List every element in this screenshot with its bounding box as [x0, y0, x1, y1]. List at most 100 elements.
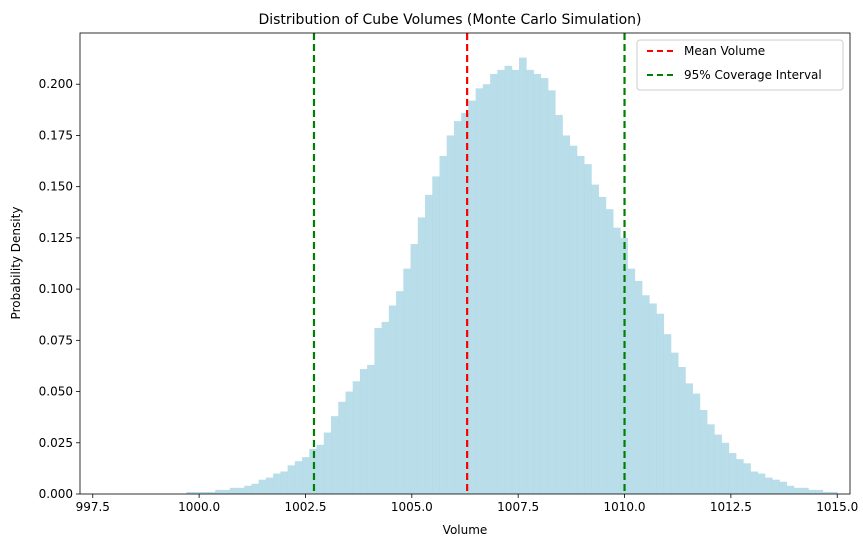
histogram-bar [497, 69, 505, 494]
histogram-bar [215, 489, 223, 494]
histogram-bar [490, 73, 498, 494]
histogram-bar [678, 366, 686, 494]
histogram-bar [302, 457, 310, 494]
histogram-bar [323, 432, 332, 494]
histogram-bar [815, 489, 824, 494]
histogram-bar [764, 477, 773, 494]
y-tick-label: 0.000 [39, 487, 73, 501]
histogram-bar [446, 135, 455, 494]
histogram-bar [475, 88, 484, 494]
histogram-bar [786, 485, 795, 494]
histogram-bar [634, 280, 643, 494]
histogram-bar [200, 491, 209, 494]
histogram-bar [504, 65, 513, 494]
histogram-bar [352, 381, 361, 494]
histogram-bar [482, 84, 491, 494]
histogram-bar [576, 155, 585, 494]
histogram-bar [721, 442, 730, 494]
histogram-bar [511, 69, 520, 494]
x-tick-label: 1005.0 [391, 500, 433, 514]
histogram-bar [229, 487, 238, 494]
histogram-bar [519, 57, 527, 495]
y-tick-label: 0.100 [39, 282, 73, 296]
histogram-bar [222, 489, 231, 494]
histogram-bar [403, 268, 411, 494]
histogram-bar [656, 313, 665, 494]
histogram-bar [280, 471, 288, 494]
histogram-bar [757, 473, 766, 494]
histogram-bar [598, 196, 607, 494]
histogram-bar [779, 481, 788, 494]
histogram-bar [735, 459, 744, 494]
histogram-bar [526, 69, 534, 494]
histogram-bar [432, 176, 440, 495]
histogram-bar [692, 393, 701, 494]
histogram-bar [728, 453, 737, 494]
histogram-bar [793, 487, 802, 494]
histogram-bar [374, 328, 383, 494]
x-tick-label: 1015.0 [816, 500, 858, 514]
x-tick-label: 1000.0 [178, 500, 220, 514]
x-axis-label: Volume [443, 523, 488, 537]
histogram-bar [830, 491, 838, 494]
histogram-bars [186, 57, 838, 495]
histogram-bar [555, 114, 563, 495]
histogram-bar [641, 295, 650, 494]
y-tick-label: 0.050 [39, 385, 73, 399]
histogram-bar [808, 489, 816, 494]
histogram-bar [273, 473, 281, 494]
histogram-bar [330, 416, 339, 494]
plot-frame [79, 32, 851, 495]
legend-coverage-label: 95% Coverage Interval [684, 68, 822, 82]
y-tick-label: 0.075 [39, 333, 73, 347]
histogram-bar [388, 305, 397, 494]
legend-mean-label: Mean Volume [684, 44, 765, 58]
histogram-bar [258, 479, 267, 494]
histogram-bar [584, 164, 592, 494]
histogram-bar [822, 491, 831, 494]
histogram-bar [410, 244, 419, 494]
histogram-bar [591, 184, 599, 494]
histogram-bar [801, 487, 809, 494]
histogram-bar [461, 112, 469, 494]
x-axis-ticks: 997.5 1000.0 1002.5 1005.0 1007.5 1010.0 1012.… [76, 494, 858, 514]
histogram-bar [453, 121, 462, 494]
histogram-bar [208, 491, 216, 494]
histogram-bar [707, 424, 715, 494]
histogram-bar [265, 477, 274, 494]
histogram-bar [649, 303, 657, 494]
x-tick-label: 1010.0 [604, 500, 646, 514]
histogram-bar [294, 461, 303, 494]
x-tick-label: 1012.5 [710, 500, 752, 514]
histogram-bar [540, 78, 549, 494]
histogram-bar [309, 448, 317, 494]
histogram-bar [714, 434, 722, 494]
y-axis-ticks: 0.000 0.025 0.050 0.075 0.100 0.125 0.150 0.175… [39, 77, 80, 501]
histogram-bar [417, 217, 426, 494]
legend-box [636, 39, 844, 91]
histogram-bar [236, 487, 245, 494]
x-tick-label: 997.5 [76, 500, 110, 514]
histogram-bar [345, 391, 354, 494]
chart-title: Distribution of Cube Volumes (Monte Carl… [258, 12, 641, 28]
histogram-bar [670, 352, 679, 494]
histogram-bar [533, 73, 542, 494]
histogram-bar [750, 471, 759, 494]
histogram-bar [359, 369, 368, 494]
histogram-bar [244, 485, 252, 494]
y-tick-label: 0.175 [39, 128, 73, 142]
y-tick-label: 0.125 [39, 231, 73, 245]
histogram-bar [743, 463, 751, 494]
histogram-bar [605, 209, 614, 494]
histogram-bar [381, 321, 390, 494]
histogram-bar [316, 444, 325, 494]
histogram-bar [685, 383, 693, 494]
histogram-bar [569, 145, 578, 494]
histogram-bar [251, 483, 260, 494]
histogram-bar [425, 194, 433, 495]
y-axis-label: Probability Density [9, 207, 23, 320]
y-tick-label: 0.200 [39, 77, 73, 91]
histogram-bar [663, 334, 672, 494]
x-tick-label: 1007.5 [497, 500, 539, 514]
histogram-bar [367, 364, 375, 494]
